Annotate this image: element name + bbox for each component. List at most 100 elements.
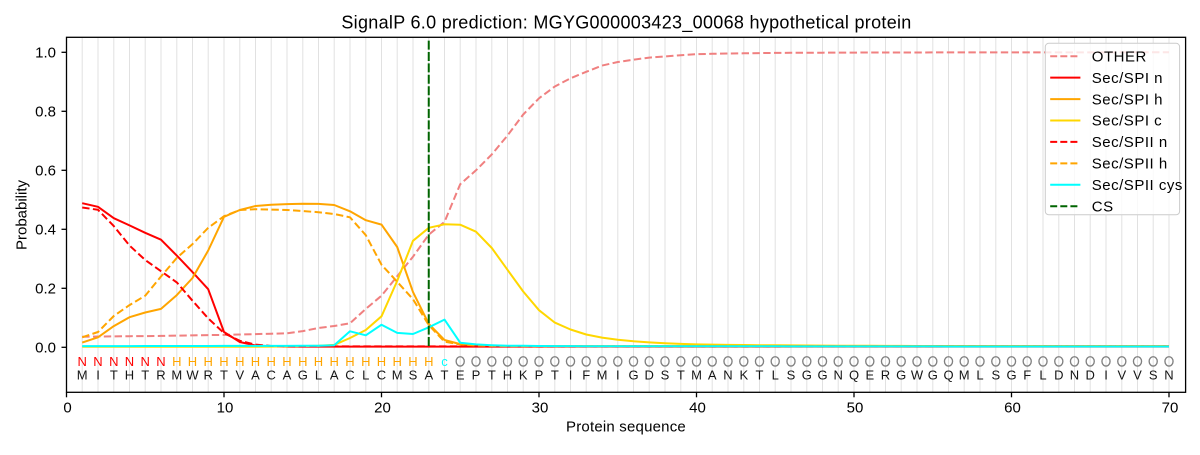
- svg-text:C: C: [267, 368, 276, 383]
- svg-text:H: H: [172, 354, 181, 369]
- svg-text:V: V: [235, 368, 244, 383]
- svg-text:Sec/SPII h: Sec/SPII h: [1092, 156, 1168, 173]
- svg-text:OTHER: OTHER: [1092, 48, 1147, 65]
- svg-text:40: 40: [689, 400, 706, 417]
- svg-text:G: G: [928, 368, 938, 383]
- svg-text:M: M: [392, 368, 403, 383]
- svg-text:R: R: [204, 368, 213, 383]
- svg-text:0.4: 0.4: [35, 222, 56, 239]
- svg-text:P: P: [472, 368, 481, 383]
- svg-text:H: H: [204, 354, 213, 369]
- svg-text:W: W: [911, 368, 924, 383]
- svg-text:I: I: [616, 368, 620, 383]
- svg-text:H: H: [219, 354, 228, 369]
- svg-text:T: T: [756, 368, 764, 383]
- svg-text:C: C: [345, 368, 354, 383]
- svg-text:Sec/SPII cys: Sec/SPII cys: [1092, 177, 1183, 194]
- svg-text:S: S: [787, 368, 796, 383]
- svg-text:M: M: [597, 368, 608, 383]
- svg-text:D: D: [645, 368, 654, 383]
- svg-text:K: K: [739, 368, 748, 383]
- svg-text:SignalP 6.0 prediction: MGYG00: SignalP 6.0 prediction: MGYG000003423_00…: [341, 12, 911, 33]
- svg-text:M: M: [691, 368, 702, 383]
- svg-text:H: H: [125, 368, 134, 383]
- svg-text:10: 10: [217, 400, 234, 417]
- svg-text:W: W: [186, 368, 199, 383]
- svg-text:V: V: [1117, 368, 1126, 383]
- svg-text:I: I: [1104, 368, 1108, 383]
- svg-text:A: A: [283, 368, 292, 383]
- svg-text:H: H: [345, 354, 354, 369]
- svg-text:H: H: [361, 354, 370, 369]
- svg-text:R: R: [156, 368, 165, 383]
- svg-text:T: T: [110, 368, 118, 383]
- svg-text:Protein sequence: Protein sequence: [566, 419, 686, 436]
- svg-text:A: A: [424, 368, 433, 383]
- svg-text:G: G: [628, 368, 638, 383]
- svg-text:S: S: [409, 368, 418, 383]
- svg-text:H: H: [503, 368, 512, 383]
- svg-text:0: 0: [63, 400, 71, 417]
- svg-text:T: T: [220, 368, 228, 383]
- svg-text:H: H: [424, 354, 433, 369]
- svg-text:H: H: [282, 354, 291, 369]
- svg-text:G: G: [298, 368, 308, 383]
- svg-text:Sec/SPI h: Sec/SPI h: [1092, 91, 1163, 108]
- svg-text:F: F: [582, 368, 590, 383]
- svg-text:M: M: [171, 368, 182, 383]
- svg-text:V: V: [1133, 368, 1142, 383]
- svg-text:E: E: [456, 368, 465, 383]
- svg-text:L: L: [315, 368, 322, 383]
- svg-text:R: R: [881, 368, 890, 383]
- svg-text:N: N: [723, 368, 732, 383]
- svg-text:L: L: [362, 368, 369, 383]
- svg-text:30: 30: [532, 400, 549, 417]
- svg-text:70: 70: [1162, 400, 1179, 417]
- svg-text:L: L: [772, 368, 779, 383]
- svg-text:0.2: 0.2: [35, 281, 56, 298]
- svg-text:H: H: [251, 354, 260, 369]
- svg-text:L: L: [976, 368, 983, 383]
- svg-text:N: N: [93, 354, 102, 369]
- svg-text:60: 60: [1004, 400, 1021, 417]
- svg-text:1.0: 1.0: [35, 45, 56, 62]
- svg-text:H: H: [235, 354, 244, 369]
- svg-text:A: A: [708, 368, 717, 383]
- svg-text:D: D: [1086, 368, 1095, 383]
- svg-text:T: T: [441, 368, 449, 383]
- svg-text:Sec/SPI n: Sec/SPI n: [1092, 70, 1163, 87]
- svg-text:N: N: [834, 368, 843, 383]
- svg-text:G: G: [1006, 368, 1016, 383]
- svg-text:E: E: [865, 368, 874, 383]
- svg-text:H: H: [377, 354, 386, 369]
- svg-text:N: N: [1070, 368, 1079, 383]
- svg-text:P: P: [535, 368, 544, 383]
- svg-text:A: A: [330, 368, 339, 383]
- svg-text:0.6: 0.6: [35, 163, 56, 180]
- svg-text:T: T: [141, 368, 149, 383]
- svg-text:N: N: [156, 354, 165, 369]
- svg-text:50: 50: [847, 400, 864, 417]
- svg-text:c: c: [441, 354, 448, 369]
- svg-text:0.0: 0.0: [35, 340, 56, 357]
- svg-text:S: S: [1149, 368, 1158, 383]
- svg-text:G: G: [817, 368, 827, 383]
- svg-text:H: H: [314, 354, 323, 369]
- svg-text:N: N: [78, 354, 87, 369]
- svg-text:M: M: [77, 368, 88, 383]
- svg-text:H: H: [330, 354, 339, 369]
- svg-text:I: I: [96, 368, 100, 383]
- svg-text:C: C: [377, 368, 386, 383]
- svg-text:Q: Q: [849, 368, 859, 383]
- svg-text:Probability: Probability: [14, 179, 31, 250]
- svg-text:N: N: [109, 354, 118, 369]
- svg-text:H: H: [393, 354, 402, 369]
- svg-text:S: S: [661, 368, 670, 383]
- svg-text:A: A: [251, 368, 260, 383]
- svg-text:Q: Q: [943, 368, 953, 383]
- svg-text:N: N: [125, 354, 134, 369]
- svg-text:H: H: [267, 354, 276, 369]
- svg-text:I: I: [569, 368, 573, 383]
- svg-text:D: D: [1054, 368, 1063, 383]
- svg-text:T: T: [677, 368, 685, 383]
